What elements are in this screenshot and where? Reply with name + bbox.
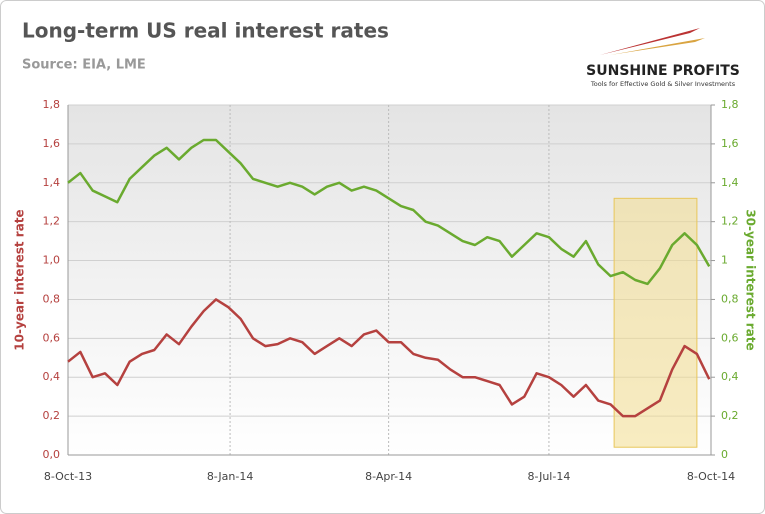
logo-tagline: Tools for Effective Gold & Silver Invest… bbox=[590, 80, 736, 88]
chart-title: Long-term US real interest rates bbox=[22, 19, 389, 43]
y-tick-label: 1,4 bbox=[43, 176, 61, 189]
y2-tick-label: 0 bbox=[721, 448, 728, 461]
y-tick-label: 0,0 bbox=[43, 448, 61, 461]
y-tick-label: 0,6 bbox=[43, 331, 61, 344]
line bbox=[67, 138, 711, 286]
y2-tick-label: 1,4 bbox=[721, 176, 739, 189]
y2-tick-label: 0,4 bbox=[721, 370, 739, 383]
y-tick-label: 1,8 bbox=[43, 98, 61, 111]
y2-tick-label: 1,6 bbox=[721, 137, 739, 150]
y-tick-label: 1,6 bbox=[43, 137, 61, 150]
y2-tick-label: 0,2 bbox=[721, 409, 739, 422]
logo-mark bbox=[610, 38, 705, 55]
y-axis-title: 10-year interest rate bbox=[13, 209, 27, 350]
x-tick-label: 8-Oct-13 bbox=[44, 470, 92, 483]
logo-mark bbox=[600, 28, 700, 55]
y2-tick-label: 1 bbox=[721, 254, 728, 267]
line bbox=[67, 298, 711, 418]
plot-area bbox=[68, 105, 711, 455]
highlight-box bbox=[613, 197, 698, 448]
y-tick-label: 0,4 bbox=[43, 370, 61, 383]
y2-tick-label: 0,8 bbox=[721, 292, 739, 305]
chart-subtitle: Source: EIA, LME bbox=[22, 58, 146, 73]
y-tick-label: 1,0 bbox=[43, 254, 61, 267]
x-tick-label: 8-Oct-14 bbox=[687, 470, 735, 483]
y-tick-label: 0,8 bbox=[43, 292, 61, 305]
x-tick-label: 8-Jul-14 bbox=[528, 470, 571, 483]
y-tick-label: 0,2 bbox=[43, 409, 61, 422]
y-tick-label: 1,2 bbox=[43, 215, 61, 228]
x-tick-label: 8-Jan-14 bbox=[207, 470, 254, 483]
logo: SUNSHINE PROFITS Tools for Effective Gol… bbox=[586, 28, 740, 88]
logo-name: SUNSHINE PROFITS bbox=[586, 63, 740, 79]
y2-tick-label: 1,8 bbox=[721, 98, 739, 111]
x-tick-label: 8-Apr-14 bbox=[365, 470, 412, 483]
y2-axis-title: 30-year interest rate bbox=[744, 209, 758, 350]
y2-tick-label: 1,2 bbox=[721, 215, 739, 228]
y2-tick-label: 0,6 bbox=[721, 331, 739, 344]
